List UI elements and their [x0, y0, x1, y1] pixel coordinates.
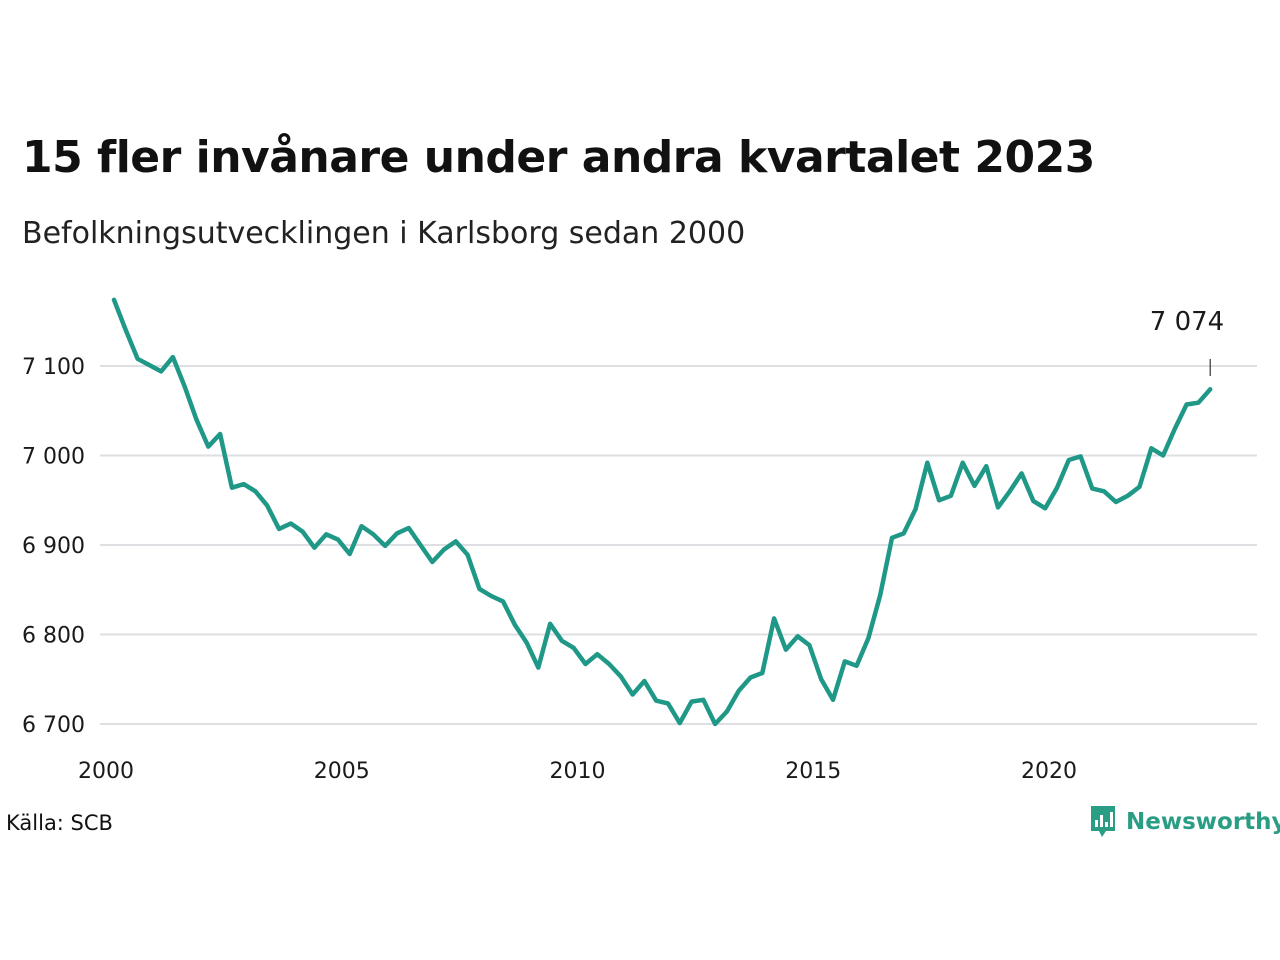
brand-name: Newsworthy — [1126, 809, 1280, 835]
source-note: Källa: SCB — [6, 811, 113, 835]
series-line — [111, 297, 1213, 727]
newsworthy-logo: Newsworthy — [1088, 803, 1280, 841]
y-tick-label: 6 900 — [22, 534, 85, 559]
y-tick-label: 6 800 — [22, 624, 85, 649]
annotation: 7 074 — [1150, 307, 1224, 376]
y-tick-label: 7 000 — [22, 445, 85, 470]
y-axis-ticks: 6 700 6 800 6 900 7 000 7 100 — [22, 355, 85, 738]
chart-subtitle: Befolkningsutvecklingen i Karlsborg seda… — [22, 216, 746, 251]
x-tick-label: 2015 — [785, 759, 841, 784]
grid-lines — [100, 365, 1257, 725]
y-tick-label: 7 100 — [22, 355, 85, 380]
chart-title: 15 fler invånare under andra kvartalet 2… — [22, 132, 1095, 183]
y-tick-label: 6 700 — [22, 713, 85, 738]
annotation-label: 7 074 — [1150, 307, 1224, 337]
x-tick-label: 2000 — [78, 759, 134, 784]
x-tick-label: 2005 — [314, 759, 370, 784]
series-layer — [111, 297, 1213, 727]
x-tick-label: 2020 — [1021, 759, 1077, 784]
x-axis-ticks: 2000 2005 2010 2015 2020 — [78, 759, 1077, 784]
newsworthy-chart-icon — [1091, 806, 1115, 837]
x-tick-label: 2010 — [549, 759, 605, 784]
